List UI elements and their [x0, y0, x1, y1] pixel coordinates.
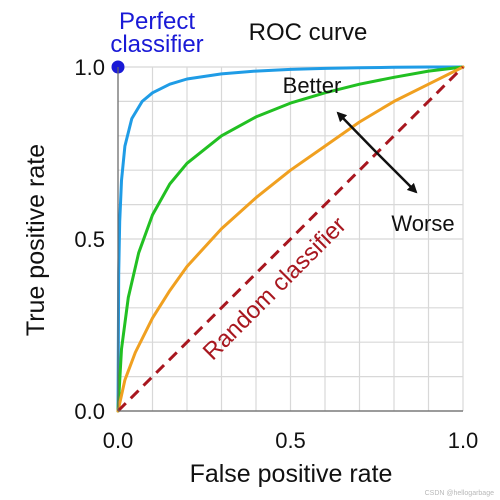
perfect-classifier-label-line2: classifier	[110, 31, 203, 58]
tick-labels: 0.0 0.5 1.0 0.0 0.5 1.0	[74, 55, 478, 453]
better-worse-arrow	[336, 111, 377, 153]
x-axis-title: False positive rate	[190, 460, 393, 488]
chart-title: ROC curve	[249, 19, 368, 46]
x-tick-label: 0.5	[275, 428, 306, 453]
series-line-1	[116, 65, 465, 413]
perfect-classifier-label-line1: Perfect	[119, 8, 195, 35]
series-line-4	[116, 65, 465, 413]
axes	[117, 67, 463, 412]
series-line-2	[116, 65, 465, 413]
watermark: CSDN @hellogarbage	[425, 490, 494, 497]
y-tick-label: 1.0	[74, 55, 105, 80]
worse-label: Worse	[391, 211, 454, 236]
x-tick-label: 0.0	[103, 428, 134, 453]
series-line-3	[116, 65, 465, 413]
better-label: Better	[283, 73, 342, 98]
y-axis-title: True positive rate	[22, 144, 50, 336]
y-tick-label: 0.0	[74, 399, 105, 424]
series-layer	[111, 60, 465, 413]
y-tick-label: 0.5	[74, 227, 105, 252]
better-worse-arrow-tail	[375, 151, 418, 194]
x-tick-label: 1.0	[448, 428, 479, 453]
